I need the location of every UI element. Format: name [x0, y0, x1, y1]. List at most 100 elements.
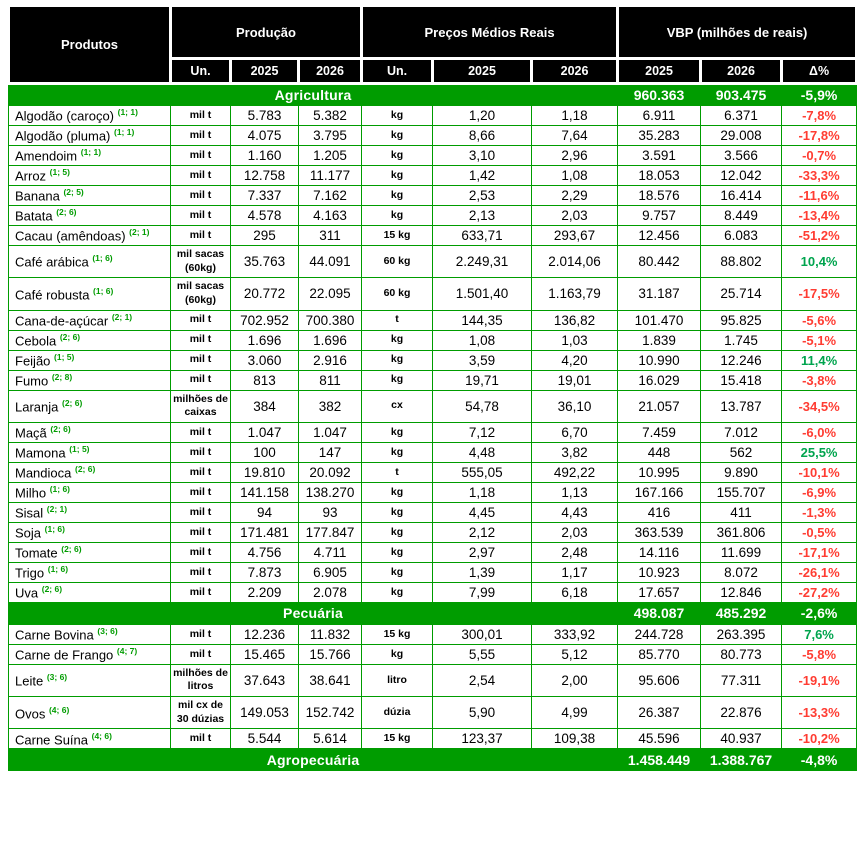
product-name: Carne de Frango: [15, 647, 117, 663]
price-2025-cell: 3,59: [432, 349, 533, 371]
header-group-producao: Produção: [168, 4, 364, 60]
delta-cell: 7,6%: [781, 623, 858, 645]
delta-cell: -13,4%: [781, 205, 858, 226]
delta-cell: -3,8%: [781, 369, 858, 391]
delta-cell: -5,8%: [781, 643, 858, 665]
price-unit-cell: cx: [361, 389, 434, 423]
vbp-2026-cell: 6.083: [700, 225, 783, 246]
table-row: Algodão (pluma) (1; 1) mil t 4.075 3.795 kg 8…: [8, 125, 858, 146]
section-vbp-2026: 1.388.767: [700, 748, 783, 772]
production-unit-cell: mil t: [170, 541, 231, 563]
header-producao-2026: 2026: [296, 57, 364, 85]
product-footnote: (2; 1): [129, 227, 150, 238]
product-footnote: (1; 5): [54, 351, 75, 362]
price-2025-cell: 1,20: [432, 105, 533, 126]
vbp-2025-cell: 18.576: [617, 185, 702, 206]
delta-cell: -17,1%: [781, 541, 858, 563]
price-2025-cell: 54,78: [432, 389, 533, 423]
product-name: Milho: [15, 485, 50, 501]
production-2025-cell: 1.696: [230, 329, 299, 351]
table-row: Cana-de-açúcar (2; 1) mil t 702.952 700.380…: [8, 309, 858, 331]
price-unit-cell: kg: [361, 185, 434, 206]
product-name: Café robusta: [15, 287, 94, 303]
price-unit-cell: kg: [361, 561, 434, 583]
production-2026-cell: 22.095: [297, 277, 363, 311]
product-name: Carne Suína: [15, 732, 92, 748]
vbp-2025-cell: 7.459: [617, 421, 702, 443]
delta-cell: -0,5%: [781, 521, 858, 543]
price-2026-cell: 4,99: [531, 696, 619, 730]
vbp-2026-cell: 3.566: [700, 145, 783, 166]
product-name: Maçã: [15, 425, 51, 441]
vbp-2025-cell: 10.923: [617, 561, 702, 583]
price-2026-cell: 333,92: [531, 623, 619, 645]
price-unit-cell: 60 kg: [361, 244, 434, 279]
header-vbp-2025: 2025: [616, 57, 703, 85]
table-row: Feijão (1; 5) mil t 3.060 2.916 kg 3,59 4,20 10…: [8, 349, 858, 371]
price-2026-cell: 2,96: [531, 145, 619, 166]
price-2026-cell: 1.163,79: [531, 277, 619, 311]
header-producao-2025: 2025: [229, 57, 300, 85]
delta-cell: -51,2%: [781, 225, 858, 246]
section-band-row: Agricultura 960.363 903.475 -5,9%: [7, 83, 858, 106]
vbp-2025-cell: 31.187: [617, 277, 702, 311]
price-unit-cell: kg: [361, 521, 434, 543]
price-2026-cell: 1,03: [531, 329, 619, 351]
delta-cell: -34,5%: [781, 389, 858, 423]
price-2025-cell: 2,97: [432, 541, 533, 563]
product-footnote: (3; 6): [46, 672, 68, 683]
price-unit-cell: 15 kg: [361, 728, 434, 750]
vbp-2026-cell: 155.707: [700, 481, 783, 503]
production-2025-cell: 149.053: [230, 696, 299, 730]
production-2025-cell: 4.075: [230, 125, 299, 146]
section-vbp-2025: 1.458.449: [617, 748, 702, 772]
delta-cell: -13,3%: [781, 696, 858, 730]
price-unit-cell: kg: [361, 541, 434, 563]
vbp-2026-cell: 77.311: [700, 663, 783, 698]
price-unit-cell: kg: [361, 105, 434, 126]
section-vbp-2026: 485.292: [700, 601, 783, 625]
product-cell: Cacau (amêndoas) (2; 1): [8, 225, 171, 246]
production-unit-cell: mil t: [170, 329, 231, 351]
production-2025-cell: 171.481: [230, 521, 299, 543]
production-2026-cell: 311: [297, 225, 363, 246]
price-2026-cell: 2,48: [531, 541, 619, 563]
price-2025-cell: 1,18: [432, 481, 533, 503]
vbp-2026-cell: 9.890: [700, 461, 783, 483]
product-name: Laranja: [15, 399, 62, 415]
table-row: Batata (2; 6) mil t 4.578 4.163 kg 2,13 2,03 9.…: [8, 205, 858, 226]
vbp-2025-cell: 45.596: [617, 728, 702, 750]
production-2025-cell: 19.810: [230, 461, 299, 483]
vbp-2026-cell: 95.825: [700, 309, 783, 331]
price-2026-cell: 109,38: [531, 728, 619, 750]
delta-cell: -17,5%: [781, 277, 858, 311]
product-name: Carne Bovina: [15, 627, 98, 643]
production-2025-cell: 384: [230, 389, 299, 423]
price-2026-cell: 3,82: [531, 441, 619, 463]
product-cell: Algodão (caroço) (1; 1): [8, 105, 171, 126]
price-2026-cell: 36,10: [531, 389, 619, 423]
production-unit-cell: milhões de caixas: [170, 389, 231, 423]
vbp-2026-cell: 361.806: [700, 521, 783, 543]
product-footnote: (2; 6): [50, 424, 71, 435]
production-unit-cell: mil cx de 30 dúzias: [170, 696, 231, 730]
production-2025-cell: 4.756: [230, 541, 299, 563]
price-2025-cell: 555,05: [432, 461, 533, 483]
vbp-2025-cell: 448: [617, 441, 702, 463]
product-footnote: (4; 6): [91, 730, 112, 741]
production-2026-cell: 15.766: [297, 643, 363, 665]
product-footnote: (1; 1): [114, 127, 135, 138]
table-row: Cebola (2; 6) mil t 1.696 1.696 kg 1,08 1,03 1.…: [8, 329, 858, 351]
price-2025-cell: 7,12: [432, 421, 533, 443]
section-title: Pecuária: [7, 601, 619, 625]
product-footnote: (2; 1): [111, 311, 133, 322]
product-footnote: (1; 5): [49, 167, 70, 178]
product-footnote: (1; 6): [49, 484, 70, 495]
production-2025-cell: 12.758: [230, 165, 299, 186]
table-row: Cacau (amêndoas) (2; 1) mil t 295 311 15 kg 6…: [8, 225, 858, 246]
section-band-row: Pecuária 498.087 485.292 -2,6%: [7, 601, 858, 625]
product-cell: Milho (1; 6): [8, 481, 171, 503]
price-2025-cell: 2,12: [432, 521, 533, 543]
production-unit-cell: mil t: [170, 501, 231, 523]
production-2025-cell: 702.952: [230, 309, 299, 331]
